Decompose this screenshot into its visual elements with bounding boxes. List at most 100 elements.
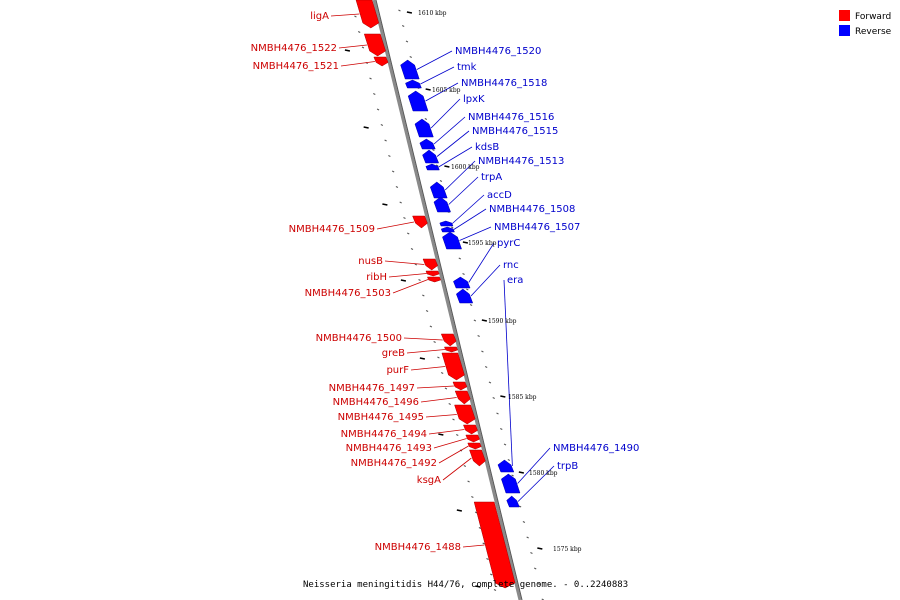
minor-tick-right: [458, 257, 462, 260]
major-tick-right: [425, 88, 431, 91]
kbp-label-1600: 1600 kbp: [451, 164, 480, 171]
leader-NMBH4476_1494: [428, 429, 465, 435]
minor-tick-left: [433, 341, 436, 343]
minor-tick-left: [361, 46, 365, 49]
kbp-label-1575: 1575 kbp: [553, 546, 582, 553]
major-tick-marks: [344, 11, 543, 588]
gene-reverse-lpxK: [414, 118, 434, 138]
gene-label-NMBH4476_1497: NMBH4476_1497: [329, 383, 415, 394]
gene-forward-ksgA: [469, 449, 486, 467]
legend: Forward Reverse: [839, 10, 892, 37]
label-leader-lines: [330, 13, 555, 548]
gene-forward-NMBH4476_1494: [463, 424, 478, 435]
leader-accD: [452, 194, 485, 224]
gene-label-NMBH4476_1509: NMBH4476_1509: [289, 224, 375, 235]
legend-forward-label: Forward: [855, 12, 891, 22]
leader-NMBH4476_1513: [444, 160, 476, 191]
gene-label-pyrC: pyrC: [497, 238, 520, 249]
minor-tick-left: [407, 232, 410, 235]
minor-tick-right: [439, 180, 443, 182]
minor-tick-right: [492, 397, 495, 399]
leader-NMBH4476_1518: [425, 82, 459, 102]
gene-label-NMBH4476_1508: NMBH4476_1508: [489, 204, 575, 215]
leader-rnc: [470, 264, 501, 297]
gene-label-NMBH4476_1521: NMBH4476_1521: [253, 61, 339, 72]
gene-forward-NMBH4476_1488: [473, 501, 516, 589]
minor-tick-left: [395, 186, 399, 188]
minor-tick-left: [369, 77, 372, 80]
minor-tick-right: [432, 149, 435, 151]
leader-NMBH4476_1520: [416, 50, 453, 70]
leader-NMBH4476_1508: [453, 208, 487, 230]
kbp-label-1595: 1595 kbp: [468, 240, 497, 247]
gene-label-NMBH4476_1518: NMBH4476_1518: [461, 78, 547, 89]
gene-reverse-kdsB: [425, 163, 440, 171]
legend-reverse-label: Reverse: [855, 27, 892, 37]
gene-forward-ribH: [425, 270, 440, 277]
legend-reverse-swatch: [839, 25, 850, 36]
minor-tick-left: [418, 279, 421, 281]
major-tick-left: [363, 126, 369, 129]
minor-tick-right: [451, 226, 454, 229]
gene-forward-NMBH4476_1500: [440, 333, 457, 347]
minor-tick-left: [463, 465, 467, 467]
gene-forward-NMBH4476_1521: [373, 56, 389, 67]
gene-label-NMBH4476_1495: NMBH4476_1495: [338, 412, 424, 423]
kbp-label-1580: 1580 kbp: [529, 470, 558, 477]
major-tick-right: [406, 11, 413, 14]
gene-label-trpB: trpB: [557, 461, 578, 472]
gene-label-purF: purF: [386, 365, 409, 376]
minor-tick-left: [414, 263, 418, 266]
minor-tick-left: [482, 542, 485, 545]
minor-tick-left: [388, 155, 391, 157]
gene-forward-purF: [441, 352, 465, 381]
minor-tick-right: [530, 552, 533, 554]
gene-label-NMBH4476_1503: NMBH4476_1503: [305, 288, 391, 299]
genome-axis-line: [372, 0, 522, 600]
minor-tick-right: [503, 443, 507, 446]
major-tick-right: [518, 471, 525, 474]
gene-label-ligA: ligA: [310, 11, 329, 22]
leader-NMBH4476_1495: [425, 414, 457, 418]
minor-tick-left: [437, 356, 440, 359]
minor-tick-right: [518, 505, 522, 508]
gene-label-NMBH4476_1522: NMBH4476_1522: [251, 43, 337, 54]
genome-caption: Neisseria meningitidis H44/76, complete …: [303, 580, 628, 590]
leader-NMBH4476_1496: [420, 397, 457, 403]
gene-label-nusB: nusB: [358, 256, 383, 267]
genome-axis-edge: [375, 0, 523, 600]
gene-label-NMBH4476_1500: NMBH4476_1500: [316, 333, 402, 344]
major-tick-left: [475, 585, 481, 588]
gene-forward-nusB: [422, 258, 439, 271]
minor-tick-left: [429, 325, 433, 328]
gene-label-NMBH4476_1493: NMBH4476_1493: [346, 443, 432, 454]
minor-tick-right: [462, 273, 465, 275]
gene-reverse-NMBH4476_1515: [422, 149, 440, 164]
gene-reverse-trpA: [433, 196, 451, 213]
gene-forward-NMBH4476_1503: [427, 276, 441, 283]
kbp-label-1585: 1585 kbp: [508, 394, 537, 401]
minor-tick-left: [467, 480, 470, 483]
gene-forward-ligA: [355, 0, 380, 29]
leader-tmk: [420, 66, 455, 85]
gene-reverse-trpB: [506, 495, 520, 508]
minor-tick-right: [473, 319, 477, 322]
minor-tick-right: [469, 304, 473, 306]
gene-label-kdsB: kdsB: [475, 142, 499, 153]
kbp-tick-labels: 1610 kbp 1605 kbp 1600 kbp 1595 kbp 1590…: [418, 10, 582, 553]
leader-NMBH4476_1515: [436, 130, 470, 157]
minor-tick-left: [399, 201, 402, 204]
leader-NMBH4476_1503: [392, 279, 429, 294]
major-tick-left: [419, 357, 426, 360]
gene-label-lpxK: lpxK: [463, 94, 485, 105]
leader-NMBH4476_1490: [517, 447, 551, 484]
leader-ribH: [388, 273, 427, 278]
gene-reverse-accD: [439, 220, 454, 227]
gene-forward-NMBH4476_1496: [454, 390, 471, 405]
minor-tick-right: [424, 118, 428, 120]
leader-ligA: [330, 13, 360, 17]
minor-tick-left: [422, 294, 425, 297]
leader-era: [503, 279, 513, 467]
gene-label-greB: greB: [382, 348, 405, 359]
leader-nusB: [384, 260, 425, 265]
